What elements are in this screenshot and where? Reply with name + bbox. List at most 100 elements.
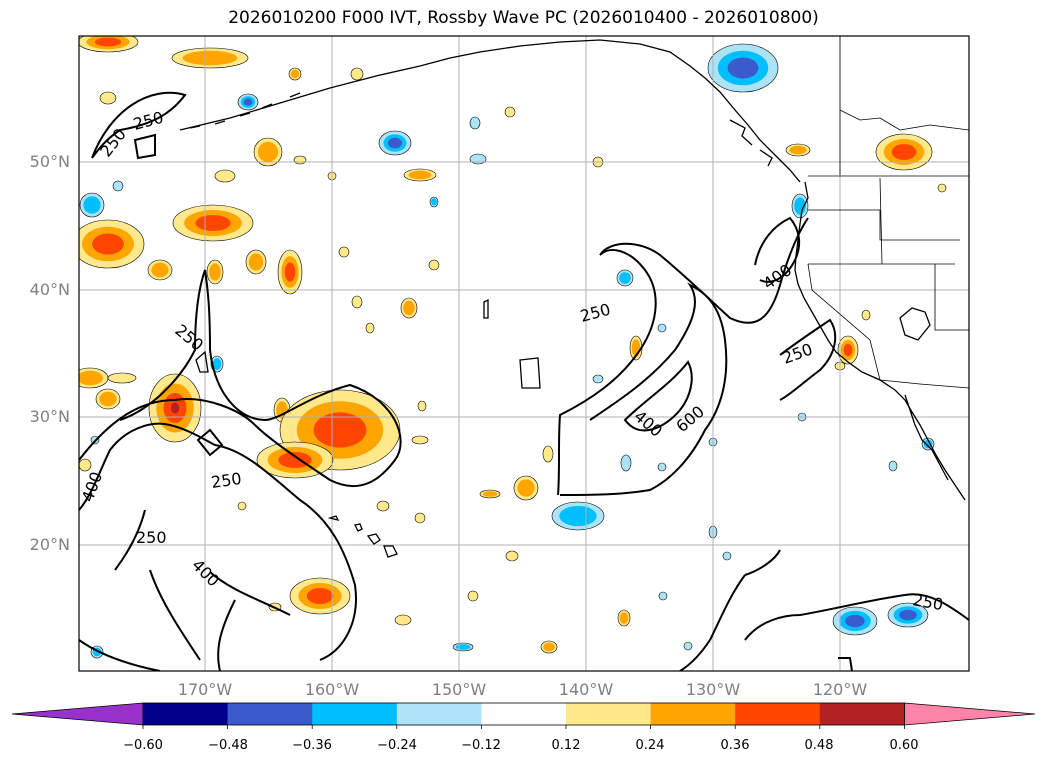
colorbar-tick: −0.60 <box>123 738 163 753</box>
positive-anomaly-patch <box>293 155 307 165</box>
state-border-4 <box>934 264 969 331</box>
isolated-island-2 <box>195 350 209 373</box>
negative-anomaly-patch <box>83 196 101 214</box>
positive-anomaly-patch <box>376 500 390 512</box>
positive-anomaly-patch <box>195 215 231 231</box>
positive-anomaly-patch <box>467 590 479 602</box>
positive-anomaly-patch <box>417 400 427 412</box>
contour-label: 250 <box>171 321 207 355</box>
contour-label: 400 <box>630 407 666 441</box>
lat-label-40n: 40°N <box>29 280 70 299</box>
contour-250-central <box>557 217 809 496</box>
pc-shading-layer <box>79 36 947 659</box>
contour-label: 250 <box>210 469 243 492</box>
contour-label: 400 <box>759 260 795 293</box>
positive-anomaly-patch <box>107 372 137 384</box>
positive-anomaly-patch <box>482 491 498 497</box>
positive-anomaly-patch <box>278 452 312 468</box>
positive-anomaly-patch <box>209 263 221 281</box>
positive-anomaly-patch <box>290 69 300 79</box>
negative-anomaly-patch <box>469 116 481 130</box>
contour-250-nw <box>91 91 187 159</box>
positive-anomaly-patch <box>79 458 92 472</box>
lon-label-140w: 140°W <box>558 680 614 699</box>
contour-400-coast <box>754 216 801 283</box>
positive-anomaly-patch <box>414 512 426 524</box>
contour-400-sw-loop <box>114 509 201 661</box>
negative-anomaly-patch <box>845 614 865 628</box>
map-plot-area: 250 250 250 400 250 250 400 250 400 600 … <box>78 36 969 671</box>
gridlines <box>79 36 969 671</box>
lon-label-130w: 130°W <box>685 680 741 699</box>
positive-anomaly-patch <box>505 550 519 562</box>
negative-anomaly-patch <box>794 197 806 215</box>
positive-anomaly-patch <box>313 412 367 448</box>
positive-anomaly-patch <box>350 67 364 81</box>
positive-anomaly-patch <box>408 170 432 180</box>
positive-anomaly-patch <box>99 391 117 407</box>
negative-anomaly-patch <box>923 439 933 449</box>
positive-anomaly-patch <box>338 246 350 258</box>
negative-anomaly-patch <box>658 591 668 601</box>
negative-anomaly-patch <box>455 644 471 650</box>
positive-anomaly-patch <box>843 343 853 357</box>
negative-anomaly-patch <box>657 323 667 333</box>
colorbar-tick: 0.12 <box>551 738 581 753</box>
baja-coast <box>904 394 949 481</box>
positive-anomaly-patch <box>248 253 264 271</box>
contour-250-sw-pacific <box>679 549 969 671</box>
negative-anomaly-patch <box>387 137 403 149</box>
negative-anomaly-patch <box>212 358 222 370</box>
political-borders <box>807 36 969 389</box>
positive-anomaly-patch <box>79 370 103 386</box>
coastlines <box>179 39 966 558</box>
map-title: 2026010200 F000 IVT, Rossby Wave PC (202… <box>228 8 819 28</box>
isolated-island <box>483 298 489 319</box>
negative-anomaly-patch <box>888 460 898 472</box>
positive-anomaly-patch <box>151 262 169 278</box>
contour-400-west <box>79 422 357 661</box>
positive-anomaly-patch <box>619 612 629 624</box>
positive-anomaly-patch <box>237 501 247 511</box>
negative-anomaly-patch <box>683 641 693 651</box>
lat-label-20n: 20°N <box>29 535 70 554</box>
positive-anomaly-patch <box>542 445 554 463</box>
colorbar-tick: 0.48 <box>804 738 834 753</box>
positive-anomaly-patch <box>411 435 429 445</box>
contour-label: 400 <box>78 469 106 504</box>
positive-anomaly-patch <box>428 259 440 271</box>
colorbar-tick: −0.36 <box>292 738 332 753</box>
negative-anomaly-patch <box>592 374 604 384</box>
positive-anomaly-patch <box>937 183 947 193</box>
contour-label: 250 <box>131 108 165 134</box>
state-border-5 <box>807 263 881 381</box>
positive-anomaly-patch <box>394 614 412 626</box>
contour-250-west <box>79 269 402 488</box>
negative-anomaly-patch <box>112 180 124 192</box>
negative-anomaly-patch <box>559 505 597 527</box>
negative-anomaly-patch <box>620 454 632 472</box>
negative-anomaly-patch <box>619 272 631 284</box>
lon-label-160w: 160°W <box>304 680 360 699</box>
positive-anomaly-patch <box>94 37 122 47</box>
negative-anomaly-patch <box>243 98 253 106</box>
ivt-contours <box>79 91 969 671</box>
positive-anomaly-patch <box>92 233 124 255</box>
contour-labels: 250 250 250 400 250 250 400 250 400 600 … <box>78 108 945 615</box>
lon-label-170w: 170°W <box>177 680 233 699</box>
lon-label-150w: 150°W <box>431 680 487 699</box>
state-border-1 <box>808 209 960 241</box>
lat-label-30n: 30°N <box>29 407 70 426</box>
bc-islands <box>729 119 773 167</box>
colorbar-tick: −0.48 <box>208 738 248 753</box>
map-frame <box>78 35 970 672</box>
positive-anomaly-patch <box>351 295 363 309</box>
contour-600-central <box>623 360 693 432</box>
contour-label: 400 <box>188 555 223 590</box>
contour-label: 250 <box>578 300 612 326</box>
contour-250-coast-south <box>779 318 837 401</box>
negative-anomaly-patch <box>657 462 667 472</box>
hawaii-islands <box>327 515 398 558</box>
negative-anomaly-patch <box>722 551 732 561</box>
